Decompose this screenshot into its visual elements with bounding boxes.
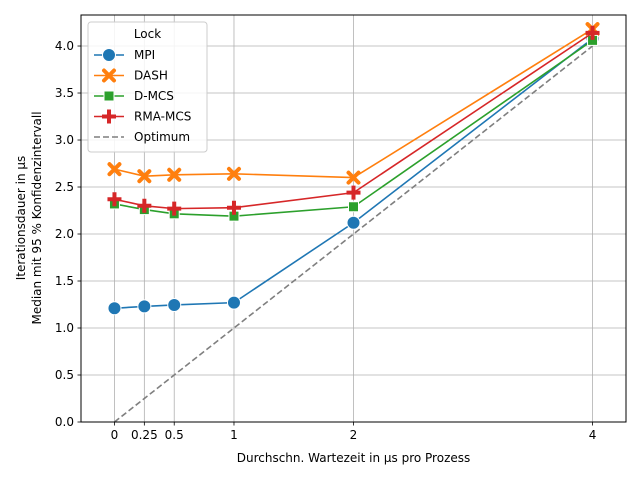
y-tick-label: 1.0 <box>55 321 74 335</box>
data-point <box>348 201 359 213</box>
series-layer <box>107 22 600 423</box>
y-axis-label-line-2: Median mit 95 % Konfidenzintervall <box>30 111 44 324</box>
y-tick-label: 0.5 <box>55 368 74 382</box>
series-optimum <box>113 45 594 423</box>
legend-label: MPI <box>134 48 155 62</box>
series-rma-mcs <box>107 25 600 216</box>
legend-label: RMA-MCS <box>134 110 191 124</box>
data-point <box>226 200 241 215</box>
series-line <box>114 28 593 179</box>
data-point <box>346 170 361 185</box>
legend-item-dash: DASH <box>94 68 168 83</box>
y-tick-label: 2.0 <box>55 227 74 241</box>
x-tick-label: 0 <box>111 428 119 442</box>
data-point <box>167 297 182 312</box>
legend-marker <box>102 109 116 124</box>
legend-label: D-MCS <box>134 89 174 103</box>
legend-title: Lock <box>134 27 161 41</box>
x-tick-label: 1 <box>230 428 238 442</box>
data-point <box>167 167 182 182</box>
y-tick-label: 2.5 <box>55 180 74 194</box>
data-point <box>346 185 361 200</box>
legend: Lock MPI DASH D-MCS RMA-MCS Optimum <box>87 21 208 153</box>
y-tick-label: 3.0 <box>55 133 74 147</box>
legend-item-rma-mcs: RMA-MCS <box>94 109 191 124</box>
x-axis-label: Durchschn. Wartezeit in µs pro Prozess <box>237 451 471 465</box>
x-tick-label: 4 <box>589 428 597 442</box>
data-point <box>107 192 122 207</box>
y-axis-label-line-1: Iterationsdauer in µs <box>14 156 28 281</box>
data-point <box>107 162 122 177</box>
x-tick-label: 2 <box>350 428 358 442</box>
legend-marker <box>103 90 115 102</box>
legend-marker <box>102 48 116 62</box>
y-tick-label: 3.5 <box>55 86 74 100</box>
legend-label: Optimum <box>134 130 190 144</box>
y-tick-label: 1.5 <box>55 274 74 288</box>
x-tick-label: 0.5 <box>165 428 184 442</box>
series-mpi <box>107 31 600 316</box>
y-tick-label: 4.0 <box>55 39 74 53</box>
legend-item-optimum: Optimum <box>94 130 190 144</box>
data-point <box>226 295 241 310</box>
y-axis-ticks: 0.0 0.5 1.0 1.5 2.0 2.5 3.0 3.5 4.0 <box>55 39 81 429</box>
series-line <box>113 45 594 423</box>
data-point <box>137 169 152 184</box>
data-point <box>137 299 152 314</box>
x-tick-label: 0.25 <box>131 428 158 442</box>
data-point <box>226 166 241 181</box>
data-point <box>346 215 361 230</box>
data-point <box>585 25 600 40</box>
x-axis-ticks: 0 0.25 0.5 1 2 4 <box>111 422 597 442</box>
y-tick-label: 0.0 <box>55 415 74 429</box>
legend-label: DASH <box>134 69 168 83</box>
data-point <box>107 301 122 316</box>
legend-item-d-mcs: D-MCS <box>94 89 174 103</box>
legend-item-mpi: MPI <box>94 48 155 62</box>
data-point <box>137 198 152 213</box>
legend-marker <box>102 68 116 83</box>
data-point <box>167 201 182 216</box>
